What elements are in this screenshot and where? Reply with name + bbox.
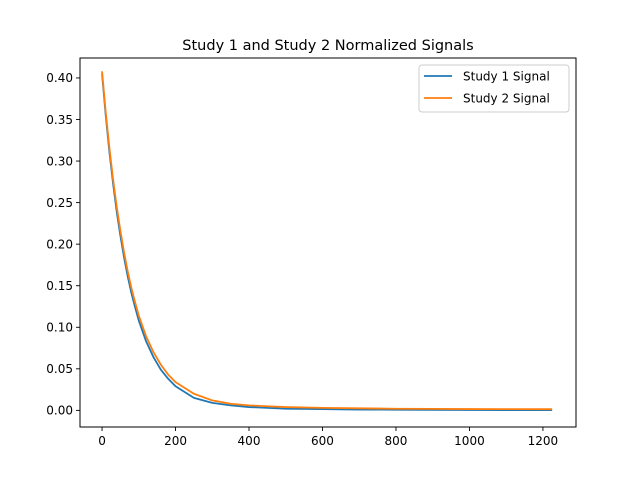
y-tick-label: 0.40	[46, 71, 73, 85]
y-axis: 0.00 0.05 0.10 0.15 0.20 0.25 0.30 0.35 0.40	[46, 71, 80, 418]
x-tick-label: 0	[98, 434, 106, 448]
y-tick-label: 0.35	[46, 113, 73, 127]
x-tick-label: 800	[385, 434, 408, 448]
legend-box	[418, 64, 570, 113]
legend-label-2: Study 2 Signal	[463, 92, 550, 106]
plot-area	[101, 71, 553, 412]
y-tick-label: 0.25	[46, 196, 73, 210]
series-line-1	[101, 73, 553, 412]
y-tick-label: 0.10	[46, 321, 73, 335]
series-line-2	[101, 71, 553, 411]
chart-title: Study 1 and Study 2 Normalized Signals	[182, 38, 473, 54]
x-tick-label: 400	[238, 434, 261, 448]
y-tick-label: 0.30	[46, 154, 73, 168]
y-tick-label: 0.05	[46, 362, 73, 376]
legend: Study 1 Signal Study 2 Signal	[418, 64, 570, 113]
plot-frame	[79, 57, 577, 428]
x-axis: 0 200 400 600 800 1000 1200	[98, 427, 558, 448]
y-tick-label: 0.20	[46, 237, 73, 251]
x-tick-label: 600	[311, 434, 334, 448]
y-tick-label: 0.15	[46, 279, 73, 293]
y-tick-label: 0.00	[46, 404, 73, 418]
legend-label-1: Study 1 Signal	[463, 70, 550, 84]
x-tick-label: 1000	[454, 434, 485, 448]
x-tick-label: 1200	[528, 434, 559, 448]
x-tick-label: 200	[164, 434, 187, 448]
